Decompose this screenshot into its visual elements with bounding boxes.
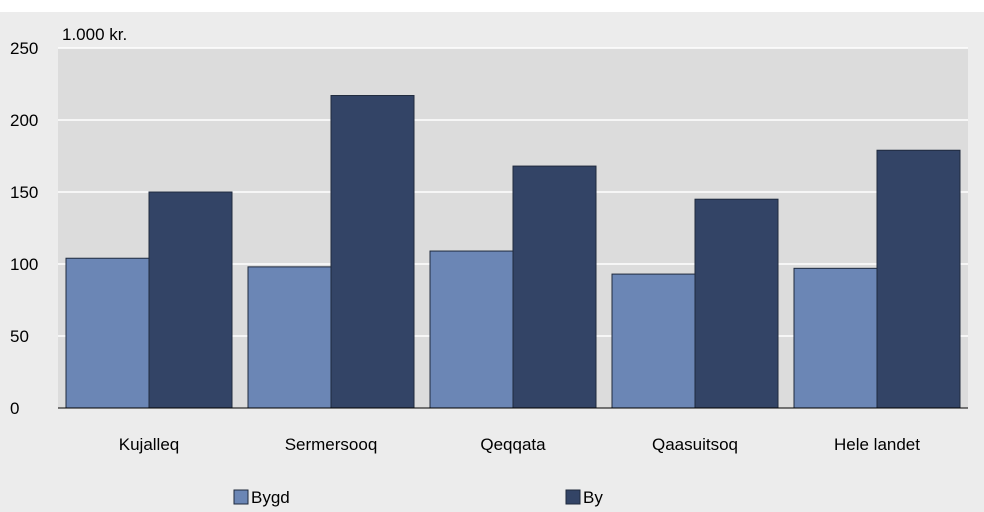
bar-bygd-qaasuitsoq	[611, 273, 696, 409]
bar-bygd-qeqqata	[429, 250, 514, 409]
bar-by-hele-landet	[876, 149, 961, 409]
bar-by-qeqqata	[512, 165, 597, 409]
y-tick-label: 0	[10, 399, 19, 418]
legend-label-bygd: Bygd	[251, 488, 290, 507]
legend-swatch-by	[565, 489, 581, 505]
y-tick-label: 100	[10, 255, 38, 274]
y-tick-label: 50	[10, 327, 29, 346]
legend-label-by: By	[583, 488, 603, 507]
bar-bygd-kujalleq	[65, 257, 150, 409]
bar-bygd-hele-landet	[793, 267, 878, 409]
legend: Bygd By	[233, 488, 603, 507]
x-tick-label: Qaasuitsoq	[652, 435, 738, 454]
y-tick-label: 200	[10, 111, 38, 130]
x-tick-label: Kujalleq	[119, 435, 180, 454]
x-tick-label: Sermersooq	[285, 435, 378, 454]
legend-swatch-bygd	[233, 489, 249, 505]
bar-by-kujalleq	[148, 191, 233, 409]
bars	[65, 95, 961, 409]
bar-bygd-sermersooq	[247, 266, 332, 409]
y-axis-unit-label: 1.000 kr.	[62, 25, 127, 44]
y-axis-ticks: 0 50 100 150 200 250	[10, 39, 38, 418]
y-tick-label: 150	[10, 183, 38, 202]
bar-by-qaasuitsoq	[694, 198, 779, 409]
y-tick-label: 250	[10, 39, 38, 58]
x-tick-label: Qeqqata	[480, 435, 546, 454]
x-tick-label: Hele landet	[834, 435, 920, 454]
x-axis-ticks: Kujalleq Sermersooq Qeqqata Qaasuitsoq Hele …	[119, 435, 921, 454]
bar-by-sermersooq	[330, 95, 415, 409]
